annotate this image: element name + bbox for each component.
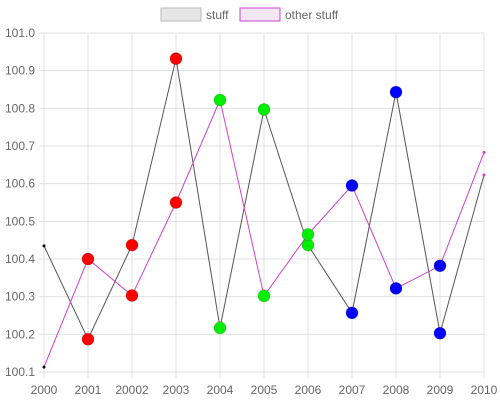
grid [39,32,485,378]
data-point-other-stuff[interactable] [81,252,95,266]
data-point-stuff[interactable] [42,244,46,248]
y-tick-label: 100.4 [5,252,35,266]
x-tick-label: 20002 [115,383,149,397]
y-tick-label: 100.3 [5,290,35,304]
legend-swatch-stuff [160,7,202,22]
x-tick-label: 2004 [207,383,234,397]
x-tick-label: 2000 [31,383,58,397]
x-tick-label: 2008 [383,383,410,397]
data-point-stuff[interactable] [345,306,359,320]
data-point-other-stuff[interactable] [213,93,227,107]
data-point-other-stuff[interactable] [389,281,403,295]
x-tick-label: 2005 [251,383,278,397]
data-point-stuff[interactable] [125,238,139,252]
y-tick-label: 100.9 [5,64,35,78]
x-tick-label: 2007 [339,383,366,397]
y-tick-label: 100.7 [5,139,35,153]
y-tick-label: 100.6 [5,177,35,191]
x-tick-label: 2003 [163,383,190,397]
x-tick-label: 2010 [471,383,498,397]
x-axis: 2000 2001 20002 2003 2004 2005 2006 2007 2008 200… [31,383,498,397]
data-point-other-stuff[interactable] [125,289,139,303]
x-tick-label: 2006 [295,383,322,397]
legend-item-other-stuff[interactable]: other stuff [239,7,339,22]
data-point-stuff[interactable] [257,102,271,116]
legend-swatch-other-stuff [239,7,281,22]
data-points [42,52,486,369]
data-point-other-stuff[interactable] [169,196,183,209]
data-point-other-stuff[interactable] [482,150,486,154]
data-point-stuff[interactable] [81,332,95,346]
x-tick-label: 2001 [75,383,102,397]
legend-label-stuff: stuff [206,8,229,22]
y-axis: 100.1 100.2 100.3 100.4 100.5 100.6 100.7 100.8… [5,26,35,379]
data-point-stuff[interactable] [213,321,227,335]
data-point-stuff[interactable] [169,52,183,66]
x-tick-label: 2009 [427,383,454,397]
y-tick-label: 100.5 [5,214,35,228]
data-point-stuff[interactable] [433,326,447,340]
y-tick-label: 100.1 [5,365,35,379]
legend: stuff other stuff [160,7,339,22]
y-tick-label: 100.8 [5,101,35,115]
data-point-other-stuff[interactable] [257,289,271,303]
data-point-other-stuff[interactable] [433,259,447,273]
data-point-other-stuff[interactable] [301,228,315,242]
data-point-stuff[interactable] [389,85,403,99]
y-tick-label: 100.2 [5,327,35,341]
data-point-other-stuff[interactable] [345,179,359,193]
y-tick-label: 101.0 [5,26,35,40]
legend-label-other-stuff: other stuff [285,8,339,22]
data-point-stuff[interactable] [482,173,486,177]
data-point-other-stuff[interactable] [42,365,46,369]
legend-item-stuff[interactable]: stuff [160,7,229,22]
